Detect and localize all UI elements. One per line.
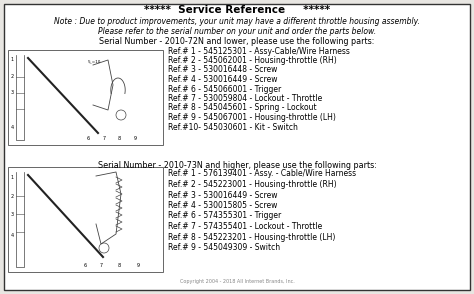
Text: 9: 9 bbox=[137, 263, 140, 268]
Text: Ref.# 1 - 576139401 - Assy. - Cable/Wire Harness: Ref.# 1 - 576139401 - Assy. - Cable/Wire… bbox=[168, 170, 356, 178]
Text: Copyright 2004 - 2018 All Internet Brands, Inc.: Copyright 2004 - 2018 All Internet Brand… bbox=[180, 280, 294, 285]
Text: Ref.# 9 - 545067001 - Housing-throttle (LH): Ref.# 9 - 545067001 - Housing-throttle (… bbox=[168, 113, 336, 122]
Text: 8: 8 bbox=[118, 263, 121, 268]
Text: Ref.# 8 - 545045601 - Spring - Lockout: Ref.# 8 - 545045601 - Spring - Lockout bbox=[168, 103, 317, 113]
Text: Ref.# 8 - 545223201 - Housing-throttle (LH): Ref.# 8 - 545223201 - Housing-throttle (… bbox=[168, 233, 336, 241]
Text: 1: 1 bbox=[10, 57, 14, 62]
Text: 7: 7 bbox=[102, 136, 106, 141]
Text: 6: 6 bbox=[87, 136, 90, 141]
Text: 5_=10: 5_=10 bbox=[88, 59, 101, 63]
Text: 4: 4 bbox=[10, 126, 14, 131]
Text: 8: 8 bbox=[118, 136, 121, 141]
Text: Ref.#10- 545030601 - Kit - Switch: Ref.#10- 545030601 - Kit - Switch bbox=[168, 123, 298, 131]
Text: 3: 3 bbox=[10, 212, 14, 217]
Text: Ref.# 2 - 545223001 - Housing-throttle (RH): Ref.# 2 - 545223001 - Housing-throttle (… bbox=[168, 180, 337, 189]
Text: 3: 3 bbox=[10, 90, 14, 95]
Text: 9: 9 bbox=[134, 136, 137, 141]
Text: Ref.# 7 - 574355401 - Lockout - Throttle: Ref.# 7 - 574355401 - Lockout - Throttle bbox=[168, 222, 322, 231]
Text: Ref.# 4 - 530015805 - Screw: Ref.# 4 - 530015805 - Screw bbox=[168, 201, 277, 210]
Text: Note : Due to product improvements, your unit may have a different throttle hous: Note : Due to product improvements, your… bbox=[54, 18, 420, 26]
Text: 4: 4 bbox=[10, 233, 14, 238]
Text: Ref.# 3 - 530016449 - Screw: Ref.# 3 - 530016449 - Screw bbox=[168, 191, 277, 200]
Text: Ref.# 3 - 530016448 - Screw: Ref.# 3 - 530016448 - Screw bbox=[168, 66, 277, 74]
Bar bbox=[8, 50, 163, 145]
Text: Please refer to the serial number on your unit and order the parts below.: Please refer to the serial number on you… bbox=[98, 26, 376, 36]
Text: 6: 6 bbox=[84, 263, 87, 268]
Text: Ref.# 6 - 545066001 - Trigger: Ref.# 6 - 545066001 - Trigger bbox=[168, 84, 281, 93]
Bar bbox=[8, 167, 163, 272]
Text: Ref.# 7 - 530059804 - Lockout - Throttle: Ref.# 7 - 530059804 - Lockout - Throttle bbox=[168, 94, 322, 103]
Text: 7: 7 bbox=[100, 263, 102, 268]
Text: Ref.# 4 - 530016449 - Screw: Ref.# 4 - 530016449 - Screw bbox=[168, 75, 277, 84]
Text: Ref.# 2 - 545062001 - Housing-throttle (RH): Ref.# 2 - 545062001 - Housing-throttle (… bbox=[168, 56, 337, 65]
Text: Ref.# 9 - 545049309 - Switch: Ref.# 9 - 545049309 - Switch bbox=[168, 243, 280, 252]
Text: 2: 2 bbox=[10, 194, 14, 199]
Text: Ref.# 1 - 545125301 - Assy-Cable/Wire Harness: Ref.# 1 - 545125301 - Assy-Cable/Wire Ha… bbox=[168, 46, 350, 56]
Text: 2: 2 bbox=[10, 74, 14, 79]
Text: 1: 1 bbox=[10, 175, 14, 180]
Text: Serial Number - 2010-73N and higher, please use the following parts:: Serial Number - 2010-73N and higher, ple… bbox=[98, 161, 376, 170]
Text: Ref.# 6 - 574355301 - Trigger: Ref.# 6 - 574355301 - Trigger bbox=[168, 211, 281, 220]
Text: Serial Number - 2010-72N and lower, please use the following parts:: Serial Number - 2010-72N and lower, plea… bbox=[100, 38, 374, 46]
Text: *****  Service Reference     *****: ***** Service Reference ***** bbox=[144, 5, 330, 15]
